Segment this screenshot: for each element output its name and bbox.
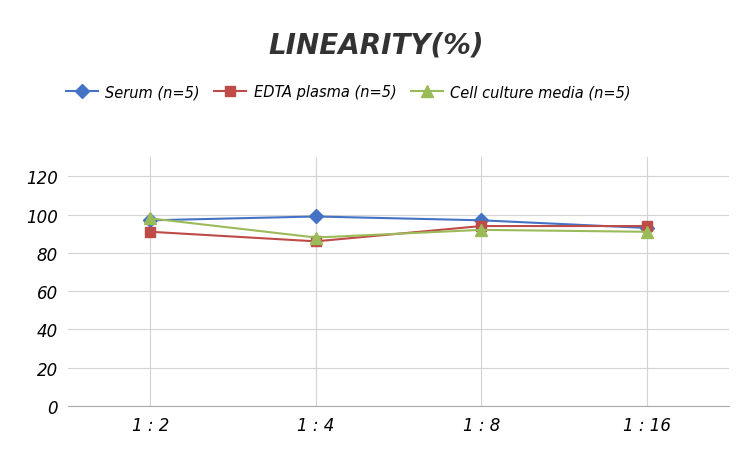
Text: LINEARITY(%): LINEARITY(%) <box>268 32 484 60</box>
EDTA plasma (n=5) <box>311 239 320 244</box>
Cell culture media (n=5) <box>642 230 651 235</box>
EDTA plasma (n=5) <box>146 230 155 235</box>
Line: EDTA plasma (n=5): EDTA plasma (n=5) <box>146 222 651 247</box>
Serum (n=5) <box>642 226 651 231</box>
EDTA plasma (n=5) <box>642 224 651 229</box>
Line: Serum (n=5): Serum (n=5) <box>146 212 651 233</box>
Cell culture media (n=5) <box>146 216 155 221</box>
Line: Cell culture media (n=5): Cell culture media (n=5) <box>145 213 652 244</box>
Serum (n=5) <box>477 218 486 224</box>
Legend: Serum (n=5), EDTA plasma (n=5), Cell culture media (n=5): Serum (n=5), EDTA plasma (n=5), Cell cul… <box>60 79 637 106</box>
Serum (n=5) <box>311 214 320 220</box>
EDTA plasma (n=5) <box>477 224 486 229</box>
Serum (n=5) <box>146 218 155 224</box>
Cell culture media (n=5) <box>477 228 486 233</box>
Cell culture media (n=5) <box>311 235 320 241</box>
